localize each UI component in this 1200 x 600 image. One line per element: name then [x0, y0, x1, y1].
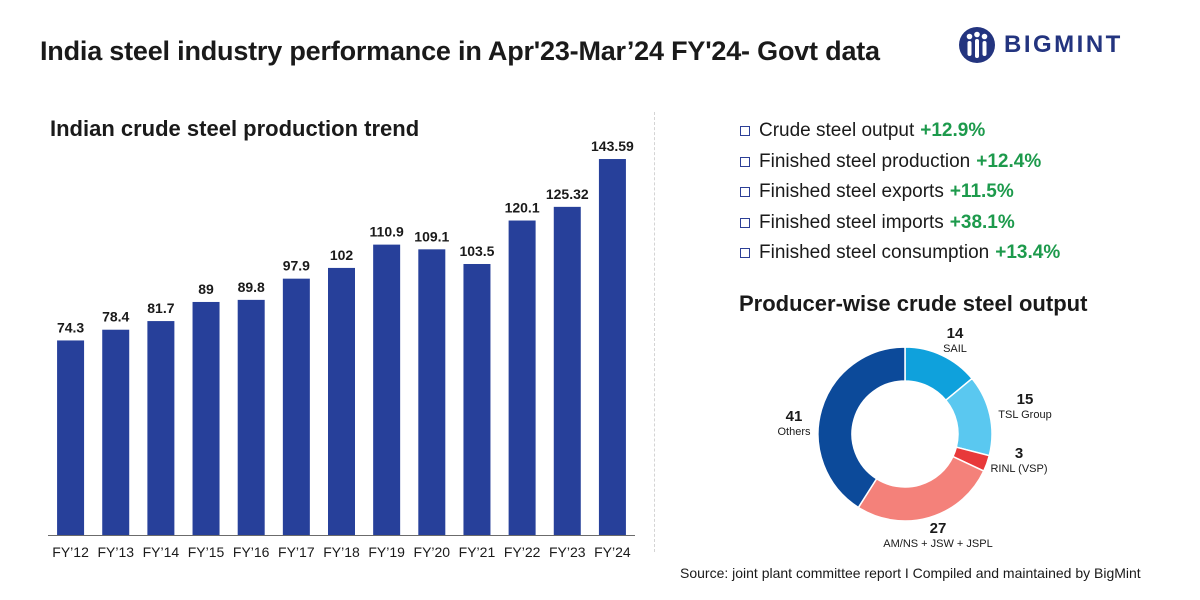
x-tick-label: FY’14: [143, 544, 180, 560]
bar-value-label: 109.1: [414, 228, 449, 244]
x-tick-label: FY’20: [414, 544, 451, 560]
donut-slice: [951, 446, 991, 473]
slice-name-label: TSL Group: [998, 409, 1051, 421]
bar-value-label: 78.4: [102, 309, 129, 325]
bar: [373, 244, 401, 535]
bar: [102, 329, 130, 535]
highlight-item: Finished steel consumption +13.4%: [740, 238, 1060, 269]
slice-value-label: 14: [947, 325, 964, 342]
x-tick-label: FY’13: [97, 544, 134, 560]
donut-slice: [857, 455, 985, 522]
x-tick-label: FY’19: [368, 544, 405, 560]
slice-name-label: RINL (VSP): [990, 463, 1047, 475]
x-tick-label: FY’15: [188, 544, 225, 560]
bar-value-label: 103.5: [459, 243, 494, 259]
bar: [508, 220, 536, 535]
highlight-label: Finished steel production: [759, 150, 971, 172]
bullet-icon: [740, 156, 750, 167]
bigmint-logo: BIGMINT: [958, 26, 1123, 64]
x-tick-label: FY’21: [459, 544, 496, 560]
bigmint-logo-text: BIGMINT: [1004, 31, 1123, 58]
x-tick-label: FY’16: [233, 544, 270, 560]
bar: [237, 299, 265, 535]
highlight-value: +12.9%: [920, 120, 986, 142]
bar-value-label: 102: [330, 247, 354, 263]
donut-slice: [904, 346, 974, 402]
slice-name-label: Others: [777, 426, 811, 438]
page-title: India steel industry performance in Apr'…: [40, 36, 880, 66]
highlight-item: Finished steel production +12.4%: [740, 147, 1060, 178]
x-tick-label: FY’12: [52, 544, 89, 560]
x-tick-label: FY’22: [504, 544, 541, 560]
highlight-label: Finished steel consumption: [759, 242, 990, 264]
bar-value-label: 143.59: [591, 138, 634, 154]
highlight-item: Finished steel imports +38.1%: [740, 208, 1060, 239]
bar-value-label: 74.3: [57, 319, 84, 335]
bar-value-label: 110.9: [370, 224, 404, 240]
donut-chart-title: Producer-wise crude steel output: [739, 291, 1088, 316]
slice-value-label: 3: [1015, 445, 1023, 462]
bullet-icon: [740, 248, 750, 259]
highlight-value: +12.4%: [976, 150, 1042, 172]
slice-name-label: SAIL: [943, 343, 967, 355]
bar: [328, 267, 355, 535]
bar-value-label: 125.32: [546, 186, 589, 202]
bar: [463, 263, 491, 535]
bullet-icon: [740, 217, 750, 228]
bar-value-label: 97.9: [283, 258, 310, 274]
highlight-item: Crude steel output +12.9%: [740, 116, 1060, 147]
slice-value-label: 41: [786, 408, 803, 425]
highlight-value: +38.1%: [949, 211, 1015, 233]
bar: [192, 301, 220, 535]
bar: [57, 340, 85, 535]
donut-slice: [817, 346, 906, 509]
bar-chart-title: Indian crude steel production trend: [50, 116, 420, 141]
highlight-item: Finished steel exports +11.5%: [740, 177, 1060, 208]
bullet-icon: [740, 187, 750, 198]
highlight-label: Finished steel exports: [759, 181, 944, 203]
x-tick-label: FY’18: [323, 544, 360, 560]
highlight-value: +13.4%: [995, 242, 1061, 264]
highlight-label: Finished steel imports: [759, 211, 944, 233]
bullet-icon: [740, 126, 750, 137]
bar: [282, 278, 310, 535]
highlights-list: Crude steel output +12.9% Finished steel …: [740, 116, 1060, 269]
slice-value-label: 15: [1017, 391, 1034, 408]
donut-slice: [944, 377, 993, 457]
bar-value-label: 89.8: [238, 279, 265, 295]
x-tick-label: FY’23: [549, 544, 586, 560]
source-note: Source: joint plant committee report I C…: [680, 565, 1141, 581]
bar-value-label: 89: [198, 281, 214, 297]
bigmint-logo-icon: [959, 27, 995, 63]
bar: [147, 321, 175, 535]
x-tick-label: FY’17: [278, 544, 315, 560]
bar: [553, 206, 581, 535]
bar-value-label: 81.7: [147, 300, 174, 316]
bar: [598, 159, 626, 535]
x-tick-label: FY’24: [594, 544, 631, 560]
highlight-label: Crude steel output: [759, 120, 915, 142]
highlight-value: +11.5%: [949, 181, 1014, 203]
section-divider: [654, 112, 655, 552]
bar: [418, 249, 446, 535]
bar-chart: 74.3 FY’12 78.4 FY’13 81.7 FY’14 89 FY’15 89.8 FY…: [48, 138, 635, 560]
bar-value-label: 120.1: [505, 200, 540, 216]
slice-value-label: 27: [930, 520, 947, 537]
slice-name-label: AM/NS + JSW + JSPL: [883, 538, 992, 550]
